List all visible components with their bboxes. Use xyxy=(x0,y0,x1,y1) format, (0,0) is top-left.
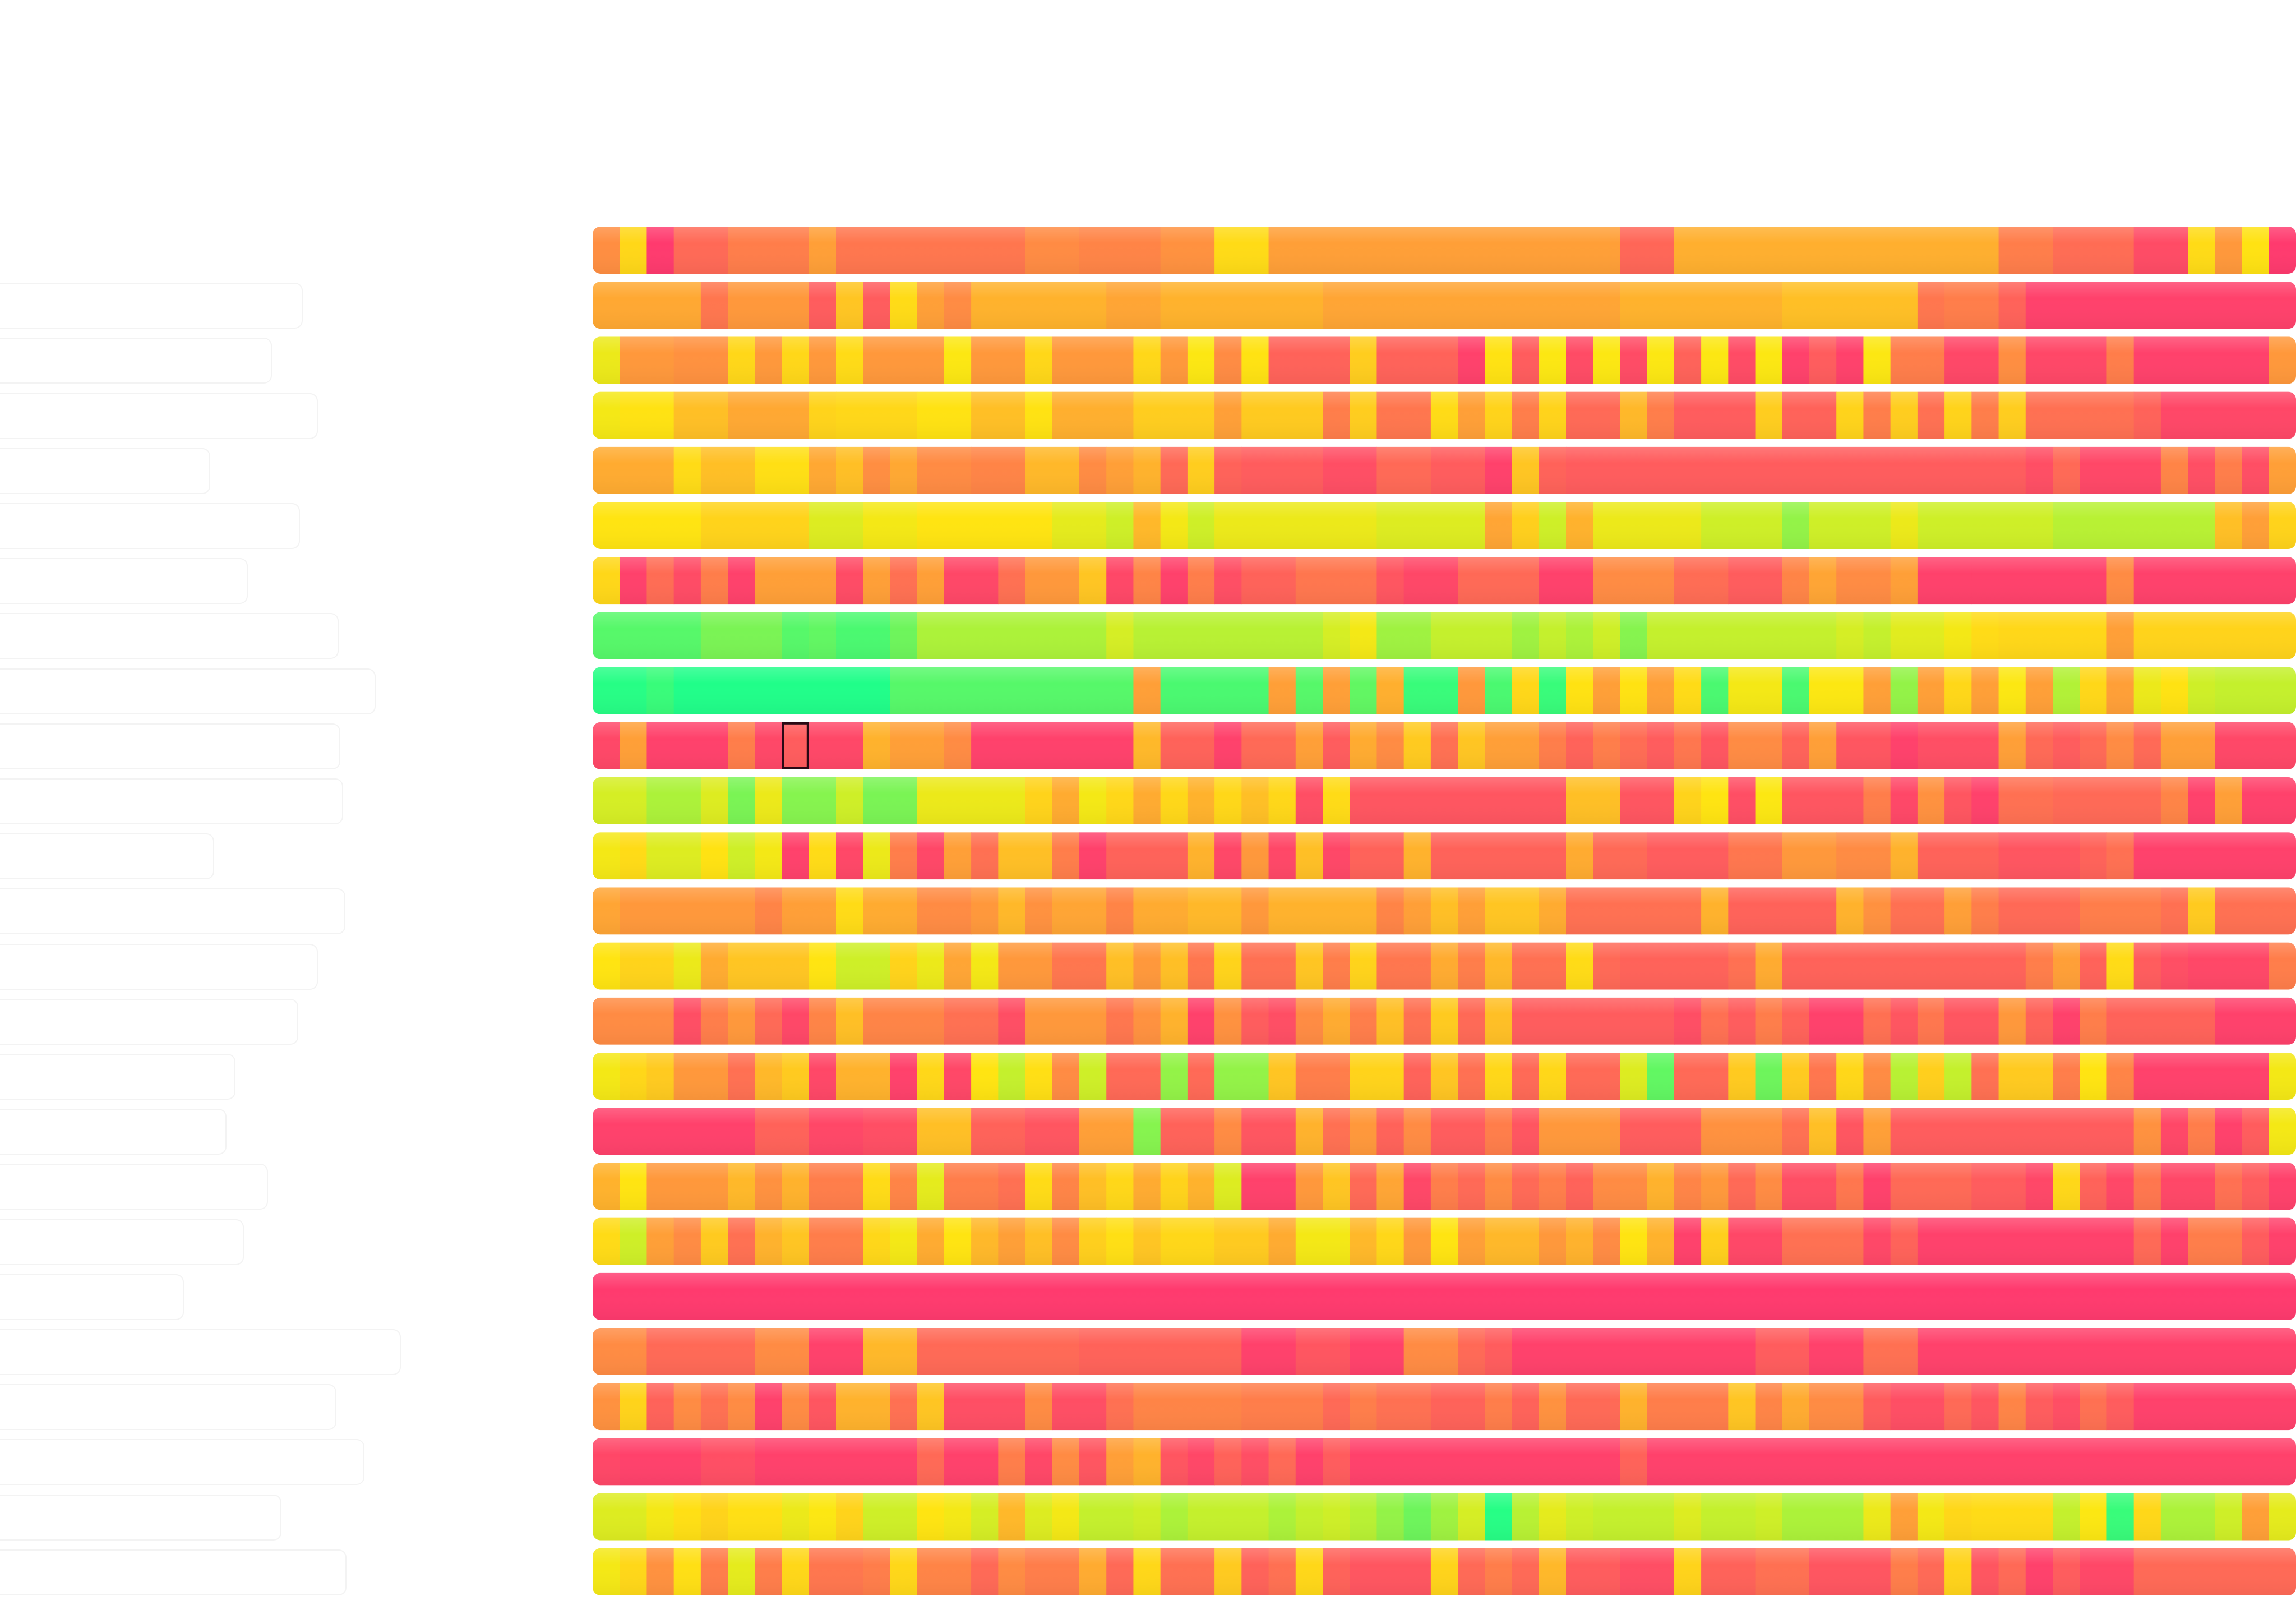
row-label-13 xyxy=(0,943,318,990)
row-shading-19 xyxy=(593,1272,2296,1320)
heatmap-row-21 xyxy=(593,1383,2296,1431)
row-shading-11 xyxy=(593,832,2296,880)
heatmap-row-8 xyxy=(593,667,2296,714)
heatmap-rows xyxy=(593,227,2296,1595)
row-label-6 xyxy=(0,558,248,605)
row-label-11 xyxy=(0,833,214,880)
row-shading-7 xyxy=(593,612,2296,659)
row-shading-4 xyxy=(593,446,2296,494)
heatmap-row-24 xyxy=(593,1548,2296,1595)
row-label-14 xyxy=(0,998,298,1045)
row-shading-6 xyxy=(593,557,2296,605)
highlight-layer xyxy=(782,722,809,769)
row-label-20 xyxy=(0,1329,401,1375)
heatmap-row-15 xyxy=(593,1053,2296,1100)
heatmap-row-0 xyxy=(593,227,2296,274)
row-shading-2 xyxy=(593,336,2296,384)
heatmap-row-12 xyxy=(593,887,2296,935)
row-label-21 xyxy=(0,1384,336,1431)
heatmap-row-14 xyxy=(593,997,2296,1045)
heatmap-row-2 xyxy=(593,336,2296,384)
row-label-column xyxy=(0,0,561,1605)
heatmap-row-11 xyxy=(593,832,2296,880)
heatmap-row-18 xyxy=(593,1217,2296,1265)
row-label-23 xyxy=(0,1494,281,1541)
heatmap-row-4 xyxy=(593,446,2296,494)
heatmap-row-7 xyxy=(593,612,2296,659)
heatmap-row-20 xyxy=(593,1328,2296,1375)
heatmap-row-6 xyxy=(593,557,2296,605)
row-shading-20 xyxy=(593,1328,2296,1375)
row-shading-17 xyxy=(593,1163,2296,1210)
row-shading-21 xyxy=(593,1383,2296,1431)
row-label-4 xyxy=(0,448,210,494)
row-shading-3 xyxy=(593,391,2296,439)
row-shading-18 xyxy=(593,1217,2296,1265)
row-label-24 xyxy=(0,1549,347,1595)
heatmap-row-13 xyxy=(593,942,2296,990)
row-shading-5 xyxy=(593,502,2296,549)
heatmap-row-3 xyxy=(593,391,2296,439)
heatmap-row-16 xyxy=(593,1108,2296,1155)
row-label-3 xyxy=(0,393,318,439)
row-shading-24 xyxy=(593,1548,2296,1595)
row-shading-23 xyxy=(593,1493,2296,1541)
row-shading-1 xyxy=(593,282,2296,329)
row-shading-22 xyxy=(593,1438,2296,1486)
heatmap-row-1 xyxy=(593,282,2296,329)
row-shading-9 xyxy=(593,722,2296,769)
row-label-22 xyxy=(0,1439,364,1486)
row-label-19 xyxy=(0,1274,184,1320)
row-label-2 xyxy=(0,338,272,384)
row-shading-13 xyxy=(593,942,2296,990)
heatmap-row-5 xyxy=(593,502,2296,549)
highlighted-cell[interactable] xyxy=(782,722,809,769)
row-label-18 xyxy=(0,1219,244,1265)
heatmap-row-17 xyxy=(593,1163,2296,1210)
row-shading-15 xyxy=(593,1053,2296,1100)
heatmap-row-19 xyxy=(593,1272,2296,1320)
row-label-17 xyxy=(0,1164,268,1210)
row-shading-16 xyxy=(593,1108,2296,1155)
heatmap-row-10 xyxy=(593,777,2296,824)
row-label-1 xyxy=(0,283,303,329)
row-label-10 xyxy=(0,778,343,824)
row-shading-8 xyxy=(593,667,2296,714)
heatmap-row-23 xyxy=(593,1493,2296,1541)
row-shading-0 xyxy=(593,227,2296,274)
row-shading-12 xyxy=(593,887,2296,935)
row-label-15 xyxy=(0,1054,235,1100)
row-label-12 xyxy=(0,888,345,935)
row-label-7 xyxy=(0,613,339,659)
row-shading-14 xyxy=(593,997,2296,1045)
heatmap-row-9 xyxy=(593,722,2296,769)
row-label-16 xyxy=(0,1109,227,1155)
row-label-9 xyxy=(0,723,340,769)
row-shading-10 xyxy=(593,777,2296,824)
row-label-5 xyxy=(0,503,300,549)
heatmap-row-22 xyxy=(593,1438,2296,1486)
row-label-8 xyxy=(0,668,376,714)
